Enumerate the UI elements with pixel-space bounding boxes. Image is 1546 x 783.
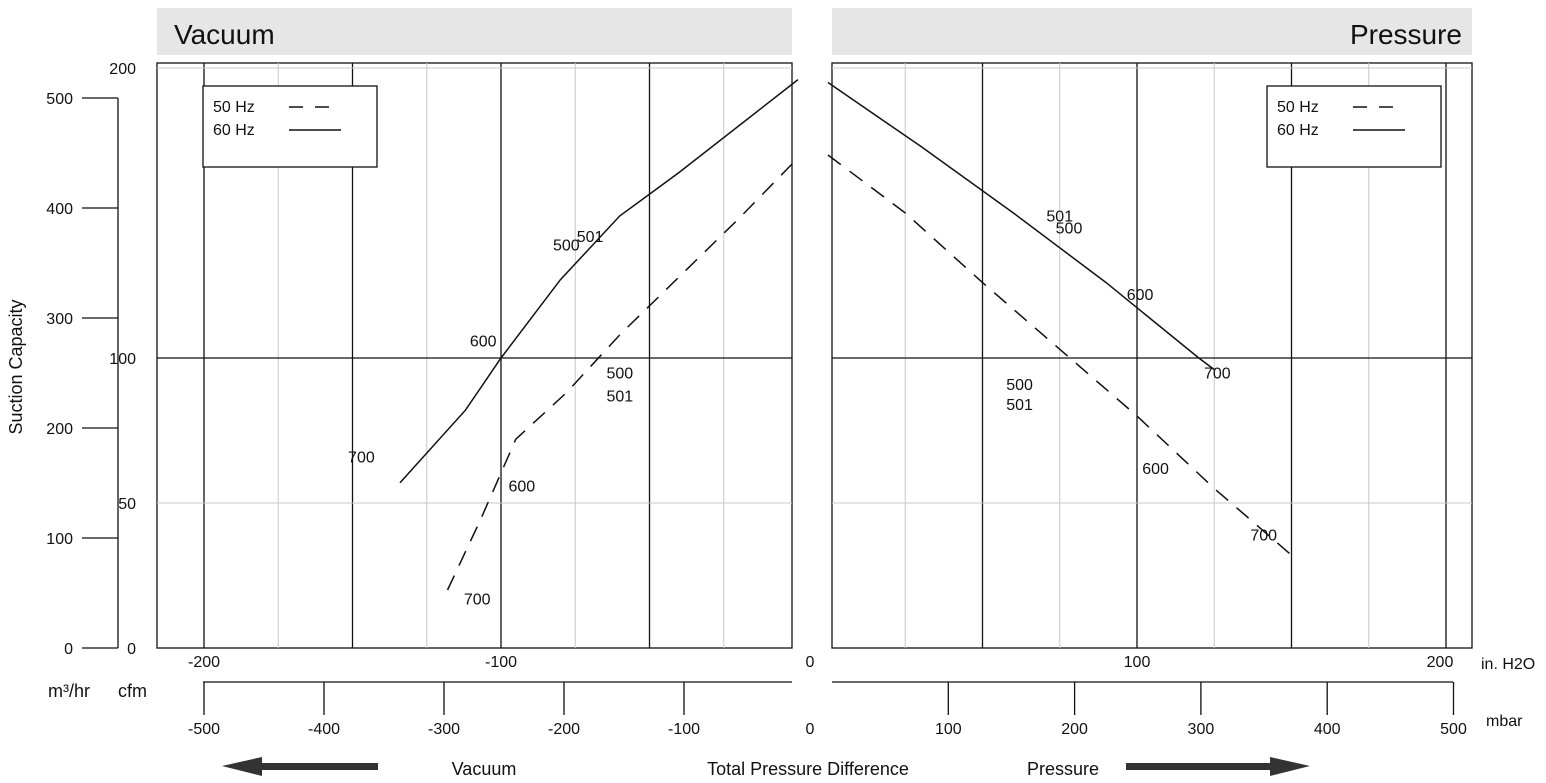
mbar-tick-label: 300 <box>1188 721 1215 738</box>
in-h2o-unit-label: in. H2O <box>1481 656 1535 673</box>
cfm-unit-label: cfm <box>118 681 147 701</box>
vacuum-legend-label: 50 Hz <box>213 99 255 116</box>
pressure-model-label: 501 <box>1006 397 1033 414</box>
mbar-unit-label: mbar <box>1486 713 1523 730</box>
vacuum-model-label: 500 <box>606 365 633 382</box>
y-axis-label: Suction Capacity <box>6 299 26 434</box>
vacuum-panel-title: Vacuum <box>174 19 275 50</box>
vacuum-plot-frame <box>156 62 793 649</box>
vacuum-model-label: 700 <box>348 449 375 466</box>
mbar-tick-label: 200 <box>1061 721 1088 738</box>
pressure-model-label: 700 <box>1204 365 1231 382</box>
vacuum-model-label: 600 <box>470 333 497 350</box>
vacuum-series-50hz <box>446 157 799 591</box>
pressure-legend-label: 60 Hz <box>1277 122 1319 139</box>
m3hr-unit-label: m³/hr <box>48 681 90 701</box>
in-h2o-tick-label: 100 <box>1124 654 1151 671</box>
pressure-model-label: 600 <box>1142 461 1169 478</box>
cfm-tick-label: 50 <box>118 496 136 513</box>
pressure-model-label: 700 <box>1250 528 1277 545</box>
pressure-series-50hz <box>827 154 1292 556</box>
mbar-tick-label: -400 <box>308 721 340 738</box>
pressure-model-label: 500 <box>1006 377 1033 394</box>
pressure-legend-label: 50 Hz <box>1277 99 1319 116</box>
vacuum-model-label: 501 <box>606 389 633 406</box>
pressure-series-60hz <box>827 81 1215 371</box>
vacuum-model-label: 500 <box>553 238 580 255</box>
in-h2o-tick-label: 0 <box>806 654 815 671</box>
pressure-model-label: 600 <box>1127 287 1154 304</box>
mbar-tick-label: 400 <box>1314 721 1341 738</box>
cfm-tick-label: 200 <box>109 61 136 78</box>
mbar-tick-label: -100 <box>668 721 700 738</box>
vacuum-model-label: 600 <box>508 478 535 495</box>
vacuum-series-60hz <box>399 79 799 484</box>
m3hr-tick-label: 500 <box>46 91 73 108</box>
pressure-arrow-icon <box>1126 757 1310 776</box>
pressure-legend-box <box>1266 85 1442 168</box>
in-h2o-tick-label: -100 <box>485 654 517 671</box>
vacuum-arrow-icon <box>222 757 378 776</box>
m3hr-tick-label: 100 <box>46 531 73 548</box>
in-h2o-tick-label: 200 <box>1427 654 1454 671</box>
vacuum-legend-label: 60 Hz <box>213 122 255 139</box>
m3hr-tick-label: 400 <box>46 201 73 218</box>
vacuum-legend-box <box>202 85 378 168</box>
vacuum-header-bar <box>157 8 792 55</box>
mbar-tick-label: 100 <box>935 721 962 738</box>
mbar-tick-label: 500 <box>1440 721 1467 738</box>
m3hr-tick-label: 200 <box>46 421 73 438</box>
pressure-panel-title: Pressure <box>1350 19 1462 50</box>
pressure-header-bar <box>832 8 1472 55</box>
footer-vacuum-label: Vacuum <box>452 759 517 779</box>
pressure-plot-frame <box>831 62 1473 649</box>
footer-pressure-label: Pressure <box>1027 759 1099 779</box>
mbar-tick-label: -300 <box>428 721 460 738</box>
pressure-model-label: 501 <box>1046 209 1073 226</box>
in-h2o-tick-label: -200 <box>188 654 220 671</box>
axes: 0 100 200 300 400 500 0 50 100 200 300 -200 -100 0 100… <box>46 61 1467 738</box>
vacuum-model-label: 700 <box>464 592 491 609</box>
m3hr-tick-label: 0 <box>64 641 73 658</box>
m3hr-tick-label: 300 <box>46 311 73 328</box>
cfm-tick-label: 100 <box>109 351 136 368</box>
mbar-tick-label: -200 <box>548 721 580 738</box>
pressure-model-label: 500 <box>1056 220 1083 237</box>
mbar-tick-label: -500 <box>188 721 220 738</box>
vacuum-model-label: 501 <box>577 229 604 246</box>
cfm-tick-label: 0 <box>127 641 136 658</box>
mbar-tick-label: 0 <box>806 721 815 738</box>
footer-center-label: Total Pressure Difference <box>707 759 909 779</box>
